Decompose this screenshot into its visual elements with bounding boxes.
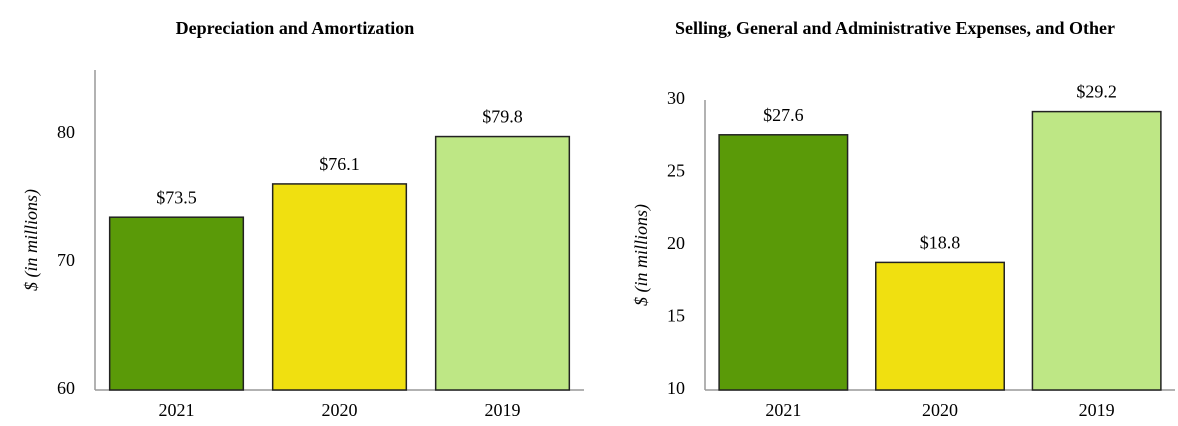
y-tick-label: 70 bbox=[57, 250, 75, 270]
bar bbox=[1031, 110, 1162, 391]
y-tick-label: 60 bbox=[57, 378, 75, 398]
y-axis-label: $ (in millions) bbox=[21, 189, 42, 291]
x-tick-label: 2021 bbox=[159, 400, 195, 420]
y-tick-label: 10 bbox=[667, 378, 685, 398]
x-tick-label: 2020 bbox=[322, 400, 358, 420]
x-tick-label: 2019 bbox=[1079, 400, 1115, 420]
value-label: $79.8 bbox=[482, 107, 523, 127]
y-tick-label: 25 bbox=[667, 161, 685, 181]
value-label: $18.8 bbox=[920, 233, 961, 253]
y-tick-label: 30 bbox=[667, 88, 685, 108]
bar bbox=[434, 135, 571, 391]
bar bbox=[271, 183, 408, 391]
y-axis-label: $ (in millions) bbox=[631, 204, 652, 306]
x-tick-label: 2019 bbox=[485, 400, 521, 420]
chart-title: Depreciation and Amortization bbox=[175, 18, 415, 38]
y-tick-label: 20 bbox=[667, 233, 685, 253]
bar bbox=[875, 261, 1005, 391]
y-tick-label: 80 bbox=[57, 122, 75, 142]
y-tick-label: 15 bbox=[667, 306, 685, 326]
x-tick-label: 2021 bbox=[765, 400, 801, 420]
chart-title: Selling, General and Administrative Expe… bbox=[674, 18, 1116, 38]
value-label: $29.2 bbox=[1076, 82, 1117, 102]
value-label: $27.6 bbox=[763, 105, 804, 125]
bar bbox=[718, 134, 849, 391]
value-label: $73.5 bbox=[156, 187, 197, 207]
x-tick-label: 2020 bbox=[922, 400, 958, 420]
value-label: $76.1 bbox=[319, 154, 360, 174]
bar bbox=[108, 216, 245, 391]
